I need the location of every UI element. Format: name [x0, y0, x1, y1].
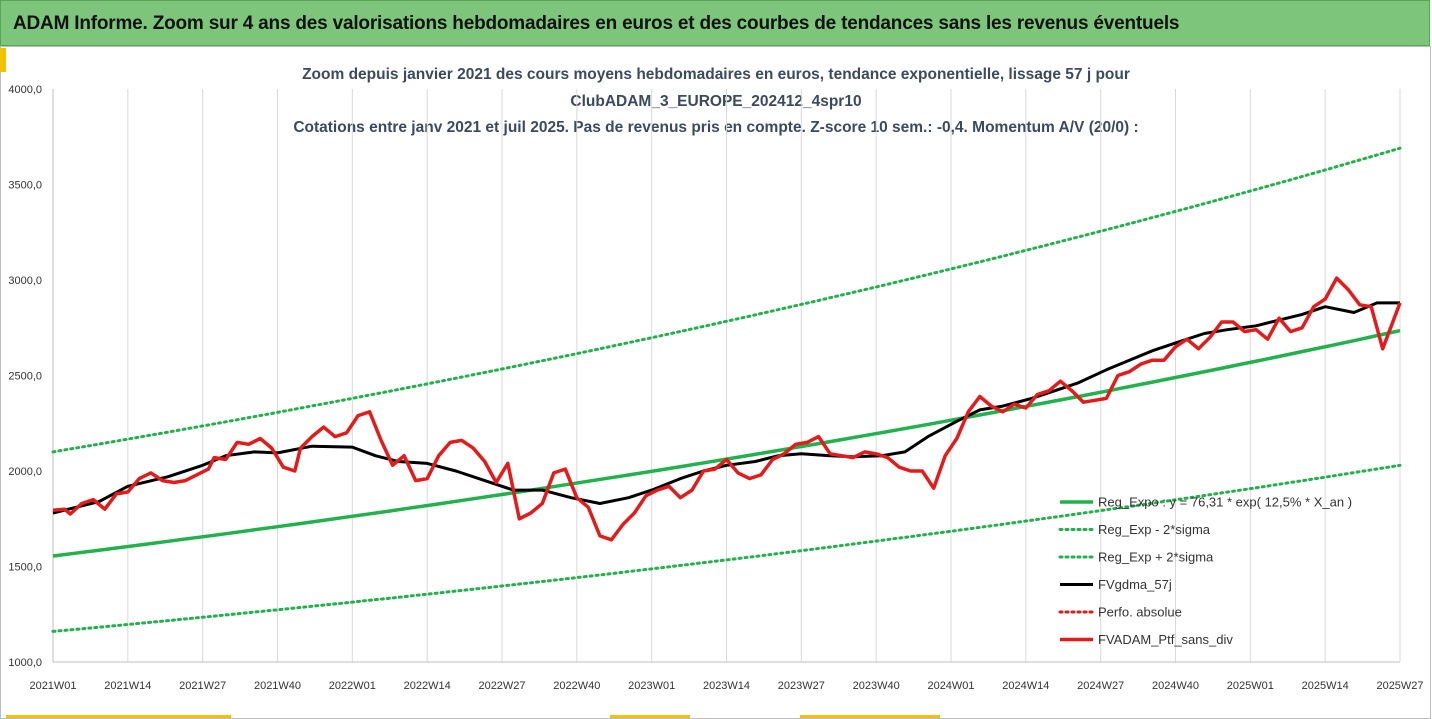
x-tick-label: 2022W27	[478, 680, 525, 692]
y-tick-label: 3500,0	[8, 180, 42, 192]
accent-bar-bottom-right	[800, 715, 940, 718]
series-line-3	[51, 146, 1402, 454]
x-tick-label: 2022W40	[553, 680, 600, 692]
legend-label-4: FVgdma_57j	[1098, 577, 1172, 592]
legend-label-3: Reg_Exp + 2*sigma	[1098, 550, 1214, 565]
x-tick-label: 2024W14	[1002, 680, 1049, 692]
x-tick-label: 2024W27	[1077, 680, 1124, 692]
chart-title-line-1: Zoom depuis janvier 2021 des cours moyen…	[302, 66, 1130, 83]
x-tick-label: 2023W27	[778, 680, 825, 692]
x-tick-label: 2025W01	[1227, 680, 1274, 692]
accent-bar-bottom-left	[6, 715, 231, 718]
x-tick-label: 2025W14	[1302, 680, 1349, 692]
legend-label-1: Reg_Expo : y = 76,31 * exp( 12,5% * X_an…	[1098, 495, 1352, 510]
x-tick-label: 2021W01	[29, 680, 76, 692]
y-tick-label: 1500,0	[8, 562, 42, 574]
x-tick-label: 2022W14	[404, 680, 451, 692]
legend-label-6: FVADAM_Ptf_sans_div	[1098, 632, 1233, 647]
banner-title: ADAM Informe. Zoom sur 4 ans des valoris…	[13, 13, 1180, 34]
chart-title-line-2: ClubADAM_3_EUROPE_202412_4spr10	[570, 93, 862, 110]
legend-label-2: Reg_Exp - 2*sigma	[1098, 522, 1211, 537]
series-line-6	[52, 276, 1402, 542]
chart-title-line-3: Cotations entre janv 2021 et juil 2025. …	[293, 119, 1139, 136]
x-tick-label: 2021W14	[104, 680, 151, 692]
x-tick-label: 2021W27	[179, 680, 226, 692]
y-tick-label: 1000,0	[8, 657, 42, 669]
banner: ADAM Informe. Zoom sur 4 ans des valoris…	[0, 0, 1430, 46]
accent-bar-left	[0, 48, 6, 72]
y-tick-label: 2500,0	[8, 371, 42, 383]
x-tick-label: 2023W01	[628, 680, 675, 692]
x-tick-label: 2022W01	[329, 680, 376, 692]
x-tick-label: 2023W14	[703, 680, 750, 692]
y-tick-label: 3000,0	[8, 275, 42, 287]
legend-label-5: Perfo. absolue	[1098, 605, 1182, 620]
accent-bar-bottom-mid	[610, 715, 690, 718]
x-tick-label: 2025W27	[1376, 680, 1423, 692]
series-line-2	[51, 463, 1402, 633]
y-tick-label: 4000,0	[8, 84, 42, 96]
x-tick-label: 2024W40	[1152, 680, 1199, 692]
x-tick-label: 2023W40	[853, 680, 900, 692]
y-tick-label: 2000,0	[8, 466, 42, 478]
x-tick-label: 2024W01	[927, 680, 974, 692]
x-tick-label: 2021W40	[254, 680, 301, 692]
